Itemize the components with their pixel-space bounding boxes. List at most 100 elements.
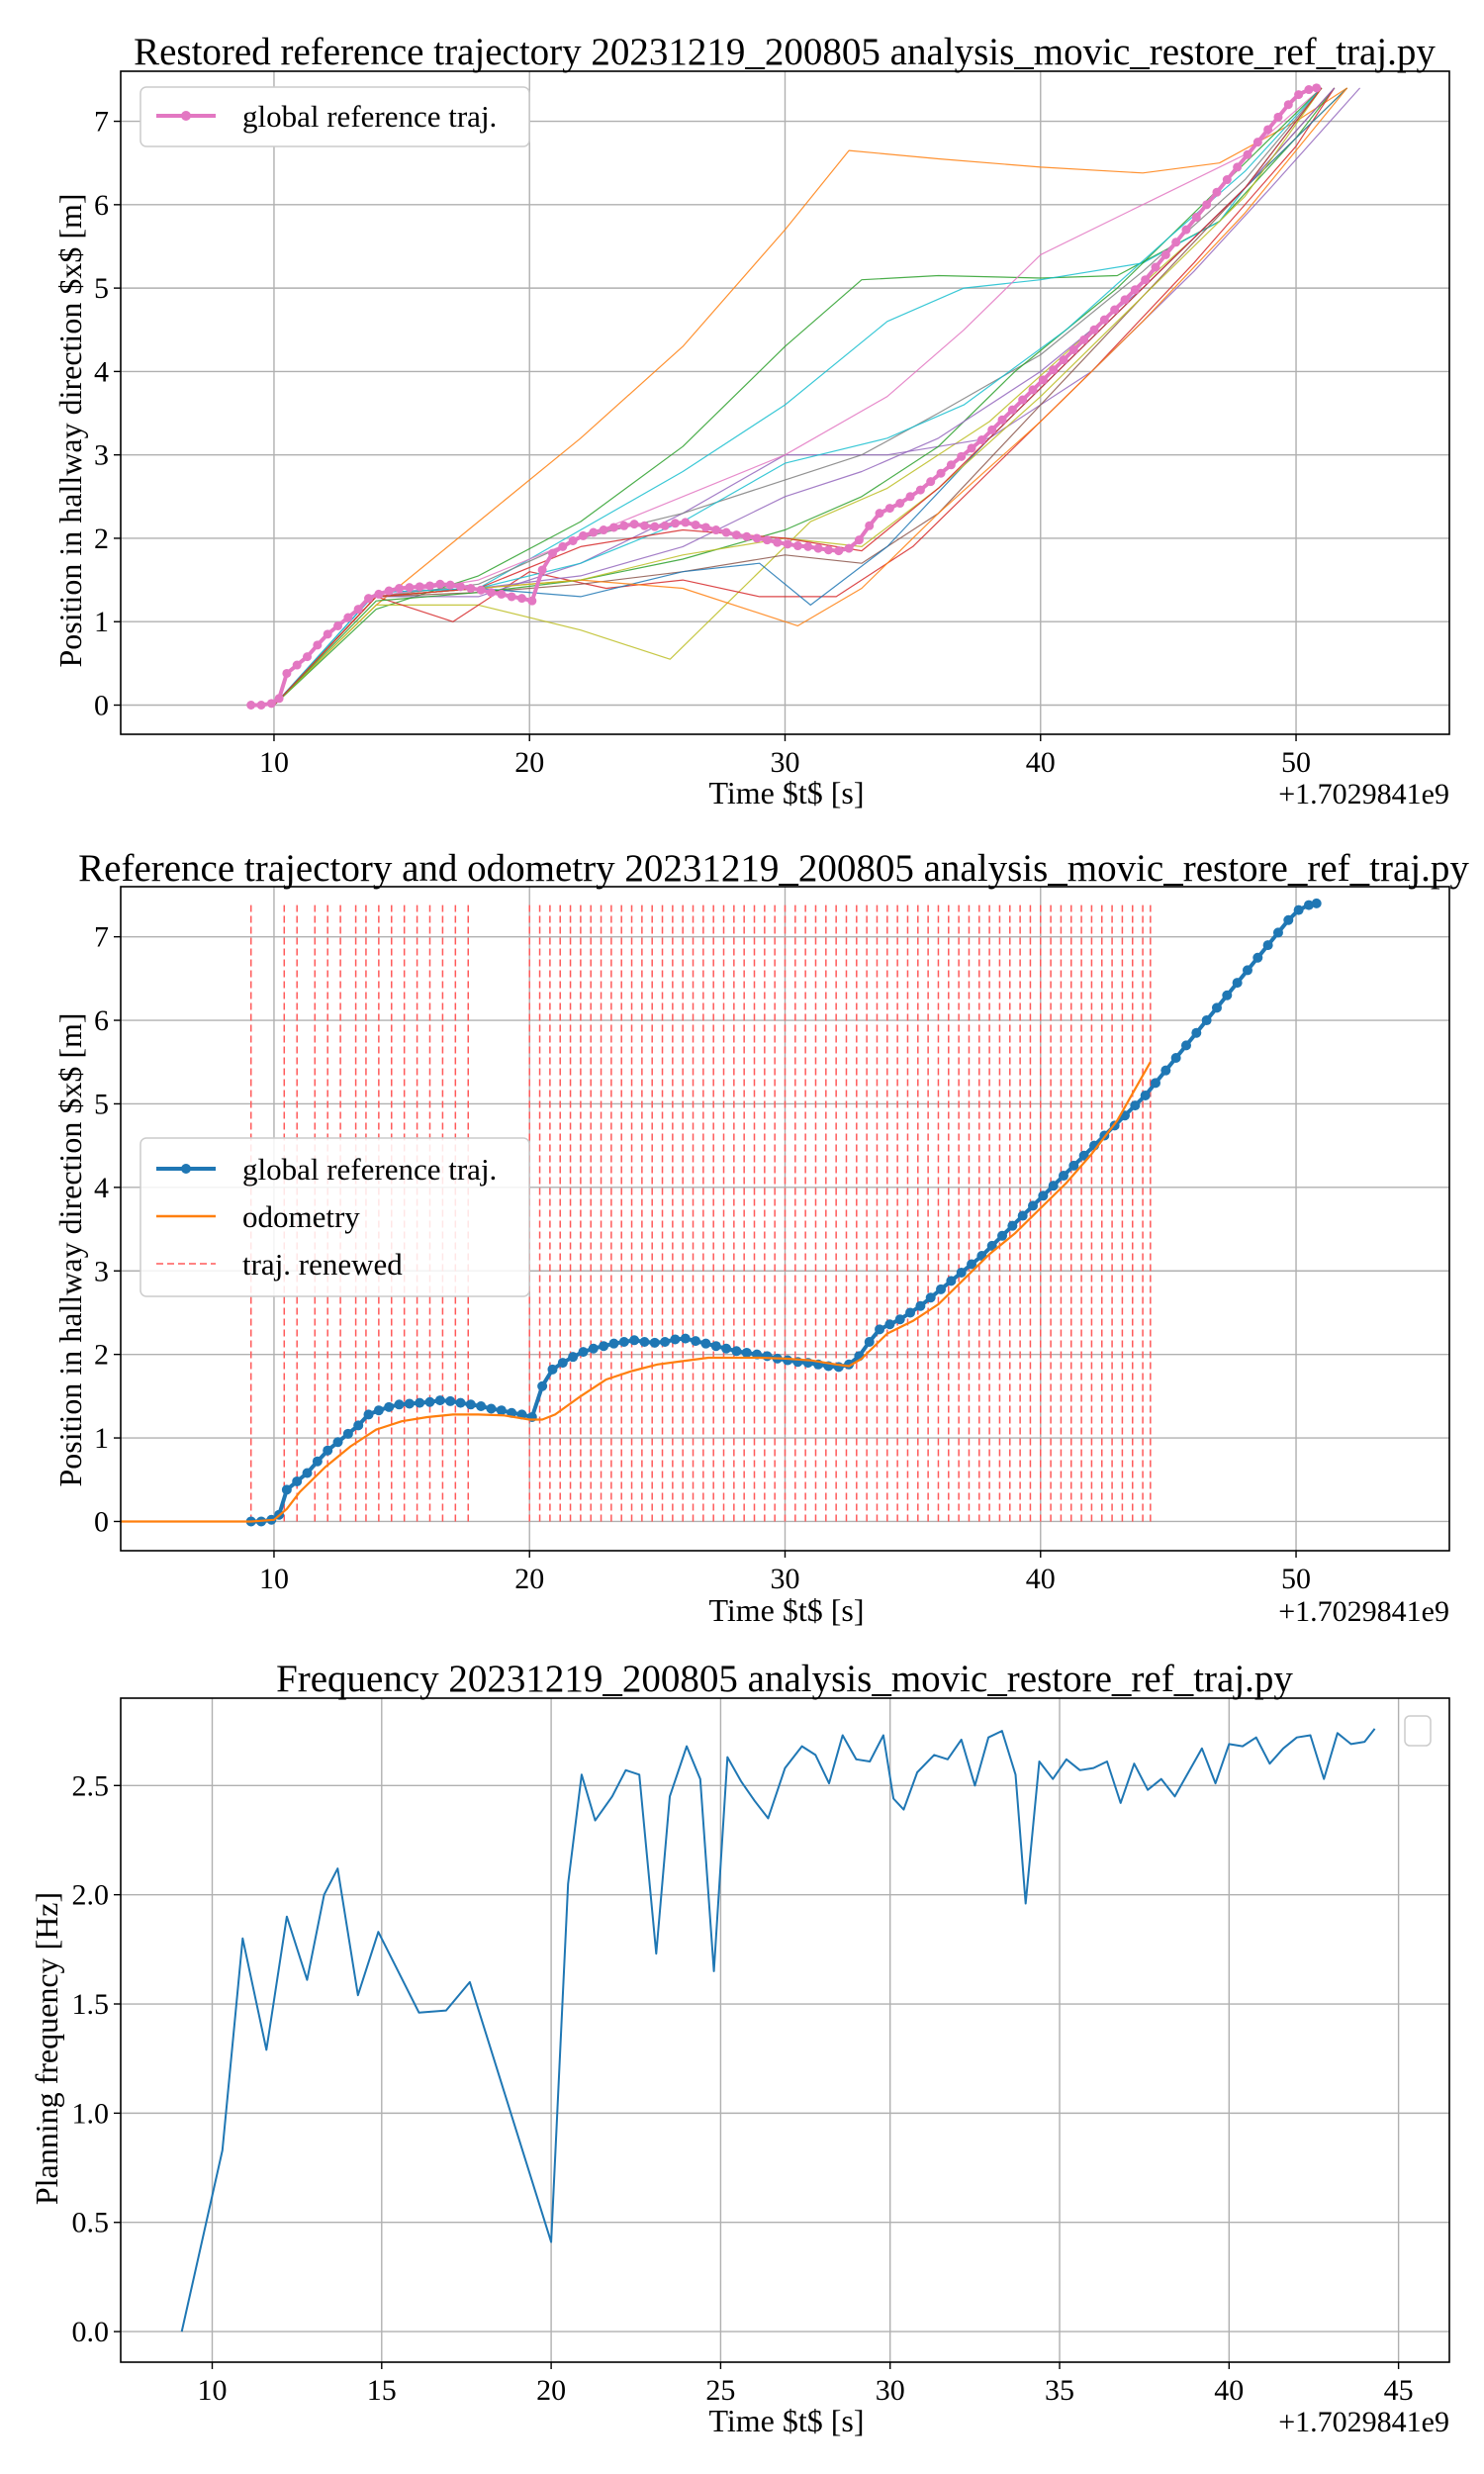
y-tick-label: 6 [94,1004,109,1037]
reference-point [1232,978,1243,989]
reference-point [1110,305,1120,315]
reference-point [773,537,783,547]
reference-point [639,521,649,530]
restored-trajectory-line [273,87,1323,706]
restored-trajectory-line [273,87,1348,706]
reference-point [608,1338,619,1349]
reference-point [516,594,526,604]
reference-point [568,1352,579,1363]
reference-point [762,535,772,545]
reference-point [323,1445,333,1456]
x-offset-text: +1.7029841e9 [1278,778,1449,810]
reference-point [741,1347,752,1358]
reference-point [875,1324,885,1335]
y-tick-label: 5 [94,1088,109,1120]
legend-label-odometry: odometry [242,1199,360,1234]
reference-point [608,523,618,532]
chart-reference-and-odometry: Reference trajectory and odometry 202312… [52,847,1469,1628]
y-tick-label: 1 [94,1422,109,1455]
reference-point [1171,238,1181,247]
restored-trajectory-line [273,87,1323,706]
reference-point [1191,212,1201,222]
reference-point [987,425,997,434]
reference-point [1130,1100,1141,1111]
reference-point [282,668,292,678]
reference-point [476,585,486,595]
x-tick-label: 10 [198,2374,228,2407]
reference-point [1059,355,1068,365]
reference-point [395,584,405,594]
reference-point [711,525,721,535]
reference-point [1263,125,1273,135]
reference-point [405,583,415,593]
reference-point [844,543,854,553]
reference-point [986,1240,997,1251]
y-tick-label: 2 [94,523,109,555]
reference-point [455,1397,466,1408]
reference-point [946,1276,957,1286]
y-axis-label: Position in hallway direction $x$ [m] [52,193,88,667]
reference-point [1150,1078,1160,1089]
legend: global reference traj. [139,86,530,147]
reference-point [783,539,792,549]
x-tick-label: 40 [1214,2374,1244,2407]
reference-point [731,1346,742,1357]
restored-trajectory-line [273,87,1348,706]
reference-point [374,589,384,599]
reference-point [466,584,476,594]
restored-trajectory-line [273,87,1336,706]
reference-point [1243,149,1252,159]
y-tick-label: 1.5 [72,1988,110,2021]
plot-area [246,83,1361,711]
reference-point [1242,965,1252,976]
chart-planning-frequency: Frequency 20231219_200805 analysis_movic… [29,1658,1450,2438]
frequency-line [180,1728,1376,2332]
y-tick-label: 3 [94,439,109,472]
reference-point [435,579,445,589]
reference-point [434,1395,445,1406]
reference-point [353,605,363,615]
y-tick-label: 1.0 [72,2097,110,2130]
reference-point [680,1333,691,1344]
reference-point [936,468,946,478]
reference-point [1202,200,1212,210]
restored-trajectory-line [273,87,1336,706]
reference-point [323,629,332,639]
reference-point [547,1364,558,1375]
reference-point [762,1351,773,1362]
reference-point [925,1292,936,1303]
data-layer [121,898,1322,1527]
reference-point [1283,914,1294,925]
x-tick-label: 30 [771,746,800,779]
reference-point [803,541,813,551]
reference-point [1017,1210,1028,1221]
restored-trajectory-line [273,87,1323,706]
reference-point [894,1314,905,1325]
reference-point [1212,187,1222,197]
reference-point [445,580,455,590]
reference-point [670,519,680,528]
tick-labels: 10 20 30 40 50 0 1 2 3 4 5 6 7 [94,921,1311,1595]
legend: global reference traj. odometry traj. re… [139,1137,530,1297]
reference-point [844,1359,855,1370]
chart-title: Frequency 20231219_200805 analysis_movic… [276,1658,1293,1700]
reference-point [700,1338,711,1349]
reference-point [997,415,1007,425]
reference-point [507,592,516,602]
y-axis-label: Planning frequency [Hz] [29,1892,64,2205]
reference-point [1018,395,1028,405]
y-tick-label: 2.5 [72,1769,110,1802]
reference-point [415,582,424,592]
reference-point [1222,175,1232,185]
reference-point [312,1456,323,1467]
reference-point [691,1336,701,1347]
reference-point [1038,375,1048,385]
reference-point [1007,405,1017,415]
reference-point [353,1420,364,1431]
reference-point [1252,138,1262,147]
chart-title: Restored reference trajectory 20231219_2… [134,31,1436,73]
reference-point [700,523,710,532]
reference-point [721,1343,732,1354]
reference-point [281,1484,292,1495]
y-tick-label: 0 [94,690,109,722]
